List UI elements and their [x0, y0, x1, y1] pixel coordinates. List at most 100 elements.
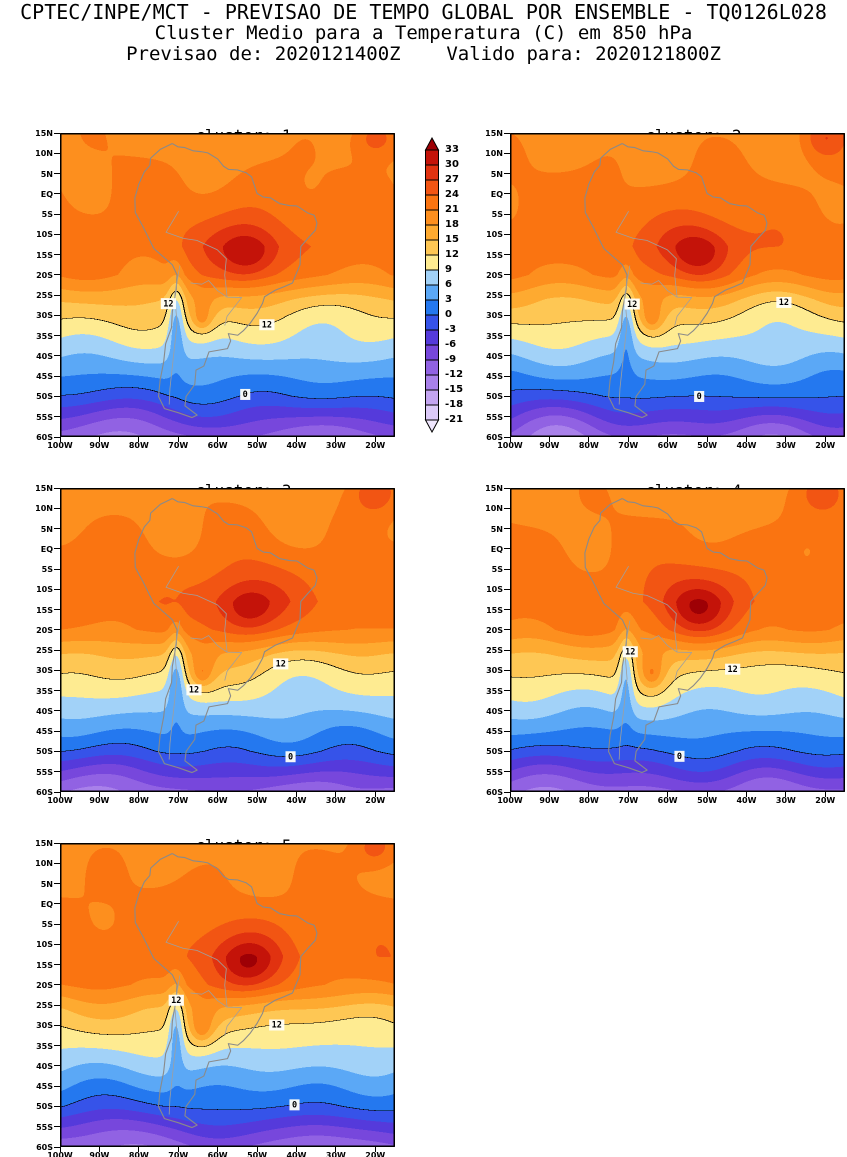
lon-tick-mark: [706, 437, 708, 442]
colorbar-tick-label: -12: [445, 369, 464, 380]
lat-tick-mark: [504, 669, 510, 671]
colorbar-tick-label: 12: [445, 249, 459, 260]
lon-tick-label: 40W: [286, 796, 307, 805]
lat-tick-label: 35S: [486, 331, 503, 341]
map-panel-cluster-1: cluster: 1 membros: 6 15N10N5NEQ5S10S15S…: [25, 105, 417, 453]
lat-tick-label: 40S: [486, 706, 503, 716]
lon-tick-mark: [59, 437, 61, 442]
lon-tick-label: 80W: [128, 441, 149, 450]
lat-tick-label: 45S: [36, 1082, 53, 1092]
lon-tick-label: 20W: [815, 796, 836, 805]
lat-tick-mark: [54, 609, 60, 611]
lat-tick-label: 10N: [35, 149, 53, 159]
lat-tick-mark: [504, 335, 510, 337]
lon-tick-mark: [588, 437, 590, 442]
lat-tick-mark: [54, 649, 60, 651]
colorbar-scale: [424, 137, 440, 433]
lat-tick-label: 30S: [36, 1021, 53, 1031]
lat-tick-label: 10S: [36, 230, 53, 240]
colorbar-tick-label: 33: [445, 144, 459, 155]
lat-tick-label: 5N: [490, 524, 503, 534]
lat-tick-label: 60S: [486, 788, 503, 797]
lon-tick-label: 60W: [207, 1151, 228, 1157]
lon-tick-mark: [588, 792, 590, 797]
lat-tick-label: 35S: [36, 331, 53, 341]
lat-tick-label: 5N: [490, 169, 503, 179]
lat-tick-label: 5S: [491, 565, 503, 575]
lat-tick-label: EQ: [40, 544, 53, 554]
lon-tick-label: 20W: [365, 1151, 386, 1157]
lat-tick-mark: [504, 791, 510, 793]
lon-tick-label: 60W: [207, 796, 228, 805]
lat-tick-label: 15S: [36, 960, 53, 970]
chart-title: CPTEC/INPE/MCT - PREVISAO DE TEMPO GLOBA…: [20, 0, 827, 24]
lat-tick-label: 25S: [36, 1001, 53, 1011]
colorbar-tick-label: -3: [445, 324, 457, 335]
lat-tick-mark: [54, 923, 60, 925]
lat-tick-label: 15S: [486, 250, 503, 260]
lat-tick-mark: [504, 548, 510, 550]
colorbar-tick-label: 9: [445, 264, 452, 275]
lon-tick-mark: [824, 792, 826, 797]
lon-tick-mark: [256, 1147, 258, 1152]
lat-tick-label: 40S: [36, 1061, 53, 1071]
temperature-colorbar: 33 30 27 24 21 18 15 12 9 6 3 0 -3 -6 -9 -12 -15 -18 -21: [424, 137, 494, 437]
colorbar-tick-label: 30: [445, 159, 459, 170]
lon-tick-label: 30W: [325, 796, 346, 805]
lon-tick-label: 40W: [286, 1151, 307, 1157]
colorbar-tick-label: -21: [445, 414, 464, 425]
lat-tick-label: 20S: [486, 270, 503, 280]
lat-tick-mark: [504, 294, 510, 296]
lat-tick-label: 35S: [36, 1041, 53, 1051]
lat-tick-mark: [504, 649, 510, 651]
lat-tick-mark: [504, 588, 510, 590]
lat-tick-label: 35S: [486, 686, 503, 696]
lat-tick-label: 45S: [486, 372, 503, 382]
lon-tick-mark: [627, 437, 629, 442]
lon-tick-mark: [667, 437, 669, 442]
lat-tick-mark: [54, 548, 60, 550]
colorbar-tick-label: 15: [445, 234, 459, 245]
lon-tick-label: 60W: [657, 441, 678, 450]
lon-tick-mark: [335, 1147, 337, 1152]
lat-tick-label: 15N: [35, 129, 53, 138]
lon-tick-label: 60W: [207, 441, 228, 450]
lon-tick-mark: [667, 792, 669, 797]
lon-tick-label: 20W: [365, 796, 386, 805]
lat-tick-mark: [504, 416, 510, 418]
lat-tick-label: 15N: [35, 839, 53, 848]
lon-tick-mark: [138, 437, 140, 442]
lon-tick-label: 20W: [815, 441, 836, 450]
lat-tick-mark: [504, 528, 510, 530]
chart-header: CPTEC/INPE/MCT - PREVISAO DE TEMPO GLOBA…: [0, 2, 847, 65]
lon-tick-label: 30W: [325, 441, 346, 450]
lon-tick-label: 90W: [89, 1151, 110, 1157]
lat-tick-label: EQ: [490, 189, 503, 199]
lat-tick-mark: [504, 132, 510, 134]
lon-tick-label: 100W: [47, 441, 73, 450]
lat-tick-mark: [504, 395, 510, 397]
map-canvas-cluster-1: [60, 133, 395, 437]
lon-tick-label: 70W: [168, 1151, 189, 1157]
lat-tick-label: EQ: [40, 189, 53, 199]
lat-tick-mark: [504, 314, 510, 316]
lat-tick-label: 25S: [36, 646, 53, 656]
lat-tick-mark: [54, 294, 60, 296]
lon-tick-label: 70W: [618, 441, 639, 450]
lon-tick-label: 80W: [128, 796, 149, 805]
lon-tick-mark: [548, 792, 550, 797]
lon-tick-mark: [217, 792, 219, 797]
lon-tick-label: 90W: [539, 796, 560, 805]
lat-tick-mark: [54, 132, 60, 134]
lat-tick-label: 20S: [36, 625, 53, 635]
lon-tick-label: 40W: [736, 441, 757, 450]
lat-tick-mark: [54, 1085, 60, 1087]
lat-tick-label: 55S: [486, 767, 503, 777]
lat-tick-mark: [54, 629, 60, 631]
lat-tick-mark: [54, 1146, 60, 1148]
lat-tick-mark: [54, 213, 60, 215]
lat-tick-label: 5N: [40, 879, 53, 889]
lon-tick-mark: [785, 437, 787, 442]
lat-tick-mark: [54, 903, 60, 905]
